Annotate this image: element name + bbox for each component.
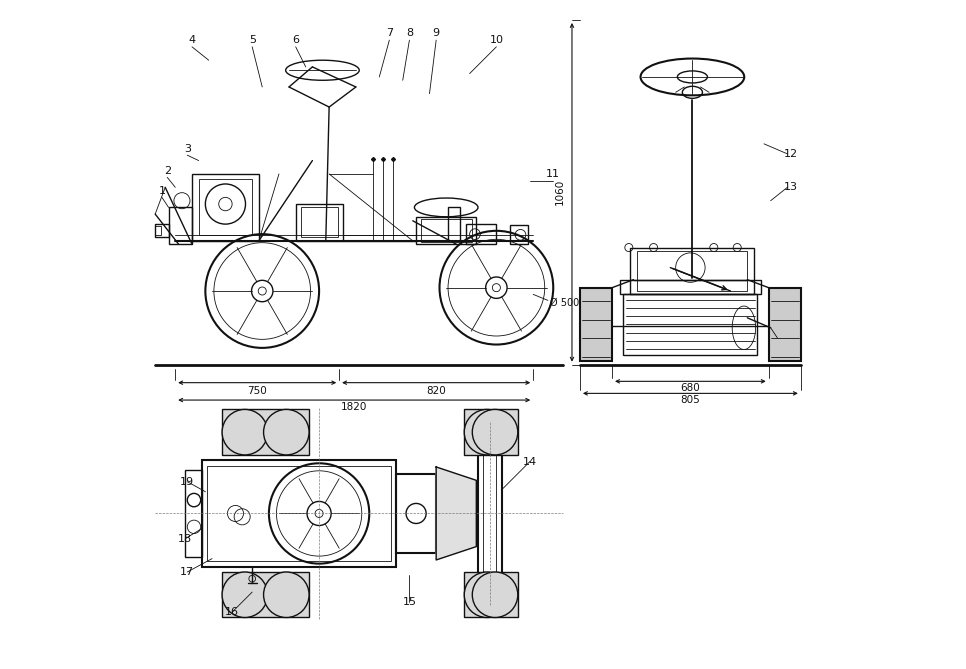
Text: 750: 750 xyxy=(247,386,267,395)
Bar xyxy=(169,207,192,244)
Text: 7: 7 xyxy=(385,29,393,38)
Text: 5: 5 xyxy=(248,35,256,45)
Text: 16: 16 xyxy=(225,607,240,617)
Bar xyxy=(301,207,338,237)
Bar xyxy=(630,248,753,294)
Bar xyxy=(222,572,309,617)
Bar xyxy=(156,226,160,235)
Bar xyxy=(222,409,309,455)
Text: 3: 3 xyxy=(184,144,191,153)
Text: 10: 10 xyxy=(490,35,503,45)
Text: 17: 17 xyxy=(181,567,194,577)
Bar xyxy=(477,421,501,605)
Text: 6: 6 xyxy=(292,35,299,45)
Bar xyxy=(421,219,471,242)
Bar xyxy=(208,466,390,561)
Bar xyxy=(483,427,497,600)
Ellipse shape xyxy=(222,409,268,455)
Ellipse shape xyxy=(465,572,510,617)
Text: 11: 11 xyxy=(546,169,560,179)
Ellipse shape xyxy=(465,409,510,455)
Bar xyxy=(580,288,612,361)
Bar xyxy=(416,217,476,244)
Text: 19: 19 xyxy=(181,477,194,486)
Text: 18: 18 xyxy=(179,534,192,543)
Ellipse shape xyxy=(264,409,309,455)
Bar xyxy=(637,251,748,291)
Bar xyxy=(396,474,437,553)
Text: 13: 13 xyxy=(783,183,798,192)
Text: 680: 680 xyxy=(680,383,700,393)
Bar xyxy=(769,288,801,361)
Ellipse shape xyxy=(264,572,309,617)
Text: 1: 1 xyxy=(158,186,165,195)
Text: Ø 500: Ø 500 xyxy=(550,298,580,307)
Text: 2: 2 xyxy=(163,166,171,175)
Text: 4: 4 xyxy=(188,35,195,45)
Text: 805: 805 xyxy=(680,395,700,405)
Text: 8: 8 xyxy=(406,29,413,38)
Text: 12: 12 xyxy=(783,149,798,159)
Text: 820: 820 xyxy=(426,386,446,395)
Bar xyxy=(465,409,518,455)
Bar xyxy=(510,225,528,244)
Bar xyxy=(620,280,760,294)
Bar xyxy=(467,224,497,244)
Ellipse shape xyxy=(222,572,268,617)
Bar xyxy=(447,207,460,241)
Text: 15: 15 xyxy=(403,597,416,607)
Polygon shape xyxy=(437,467,476,560)
Bar xyxy=(623,294,757,355)
Bar xyxy=(199,179,252,235)
Bar xyxy=(185,470,202,557)
Bar xyxy=(465,572,518,617)
Bar xyxy=(192,174,259,241)
Bar xyxy=(296,204,343,241)
Text: 1060: 1060 xyxy=(554,179,565,205)
Text: 1820: 1820 xyxy=(341,402,367,411)
Text: 9: 9 xyxy=(433,29,440,38)
Bar xyxy=(202,460,396,567)
Bar xyxy=(156,224,169,237)
Ellipse shape xyxy=(472,409,518,455)
Text: 14: 14 xyxy=(523,457,537,466)
Ellipse shape xyxy=(472,572,518,617)
